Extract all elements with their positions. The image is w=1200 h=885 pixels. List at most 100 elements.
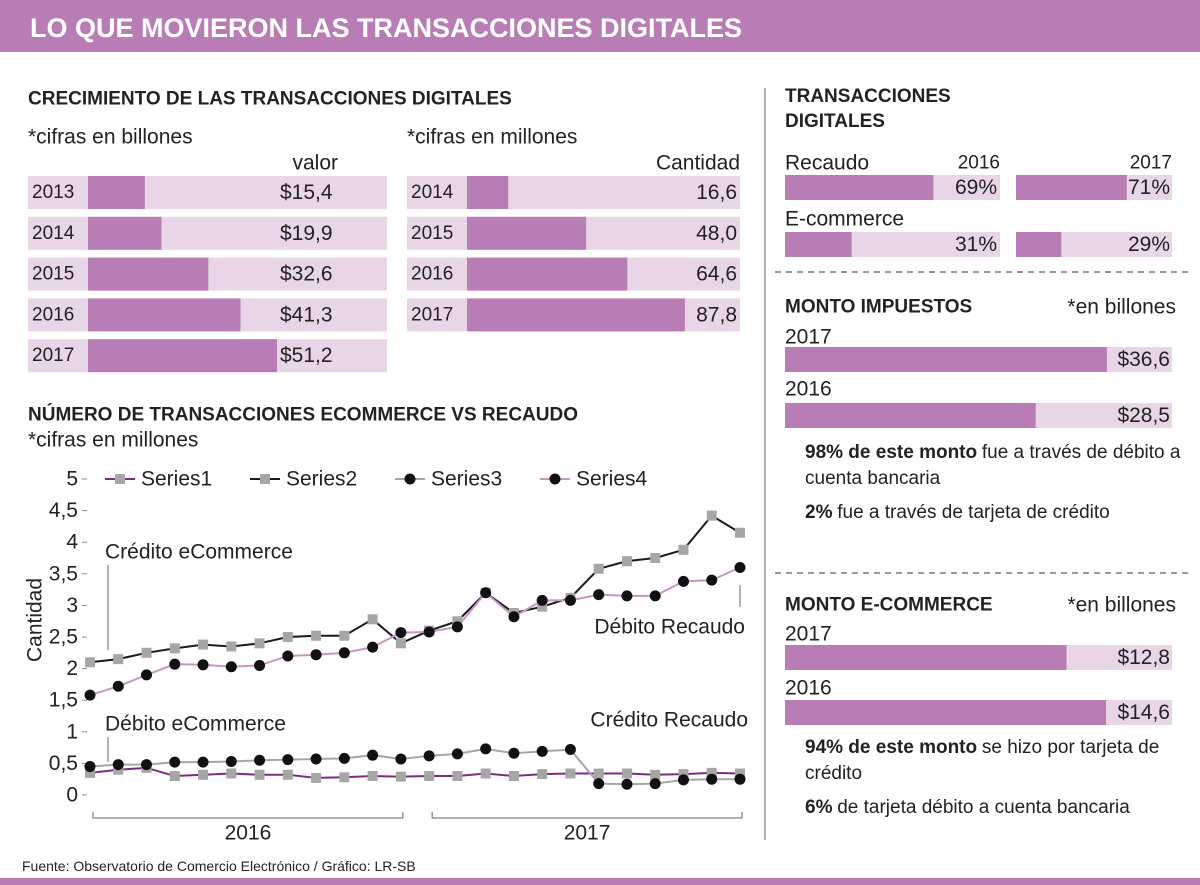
data-point [593, 589, 605, 601]
category-label: 2014 [411, 182, 454, 203]
bar [1016, 232, 1062, 257]
note: 6% de tarjeta débito a cuenta bancaria [805, 795, 1185, 821]
category-label: 2017 [785, 623, 832, 646]
data-point [593, 778, 605, 790]
y-tick-label: 3 [66, 594, 78, 617]
bar [467, 176, 509, 209]
data-point [452, 771, 463, 782]
category-label: 2017 [411, 304, 453, 325]
series-line [89, 766, 741, 779]
data-point [593, 563, 604, 574]
data-point [649, 778, 661, 790]
data-point [367, 614, 378, 625]
page-title: LO QUE MOVIERON LAS TRANSACCIONES DIGITA… [30, 13, 742, 43]
value-label: $32,6 [280, 263, 333, 286]
footer-band [0, 878, 1200, 885]
value-label: 64,6 [696, 263, 737, 286]
y-tick-label: 1 [66, 720, 78, 743]
data-point [169, 658, 181, 670]
category-label: 2015 [411, 223, 453, 244]
bar [467, 257, 628, 291]
data-point [451, 621, 463, 633]
data-point [85, 657, 95, 668]
y-axis-label: Cantidad [24, 578, 47, 662]
data-point [112, 680, 124, 692]
category-label: 2016 [785, 378, 832, 401]
bar [88, 257, 209, 291]
bar [88, 298, 241, 332]
y-tick-label: 3,5 [49, 562, 78, 585]
value-label: $51,2 [280, 344, 333, 367]
bar [467, 216, 587, 250]
data-point [508, 611, 520, 623]
data-point [621, 778, 633, 790]
note-bold: 94% de este monto [805, 737, 978, 758]
bar [88, 176, 145, 209]
x-group-label: 2016 [225, 822, 272, 845]
data-point [254, 769, 265, 780]
category-label: 2016 [785, 677, 832, 700]
note: 94% de este monto se hizo por tarjeta de … [805, 735, 1185, 787]
data-point [649, 590, 661, 602]
data-point [310, 649, 322, 661]
data-point [678, 769, 689, 780]
category-label: 2013 [32, 182, 74, 203]
legend-marker [115, 474, 125, 484]
data-point [141, 759, 153, 771]
data-point [84, 761, 96, 773]
group-bracket [92, 812, 404, 819]
note: 98% de este monto fue a través de débito … [805, 440, 1185, 492]
data-point [508, 771, 519, 782]
data-point [735, 768, 745, 779]
data-point [169, 643, 180, 654]
data-point [367, 749, 379, 761]
bar [785, 403, 1036, 428]
data-point [395, 753, 407, 765]
data-point [254, 659, 266, 671]
chart-subtitle: *en billones [1067, 296, 1176, 319]
value-label: $28,5 [1117, 404, 1170, 427]
data-point [536, 745, 548, 757]
chart-subtitle: *cifras en billones [28, 126, 193, 149]
note: 2% fue a través de tarjeta de crédito [805, 500, 1185, 526]
data-point [677, 575, 689, 587]
data-point [650, 553, 661, 563]
bar [785, 645, 1067, 670]
data-point [225, 756, 237, 768]
data-point [536, 594, 548, 606]
source: Fuente: Observatorio de Comercio Electró… [22, 858, 416, 874]
annotation: Crédito Recaudo [590, 709, 748, 732]
y-tick-label: 5 [66, 468, 78, 491]
data-point [537, 601, 548, 612]
bar [785, 175, 934, 200]
chart-title: TRANSACCIONES DIGITALES [785, 86, 951, 132]
y-tick-label: 2 [66, 657, 78, 680]
bar-track [28, 216, 387, 250]
legend-marker [404, 473, 416, 485]
note-text: de tarjeta débito a cuenta bancaria [837, 797, 1130, 818]
data-point [423, 750, 435, 762]
data-point [706, 767, 717, 778]
data-point [367, 641, 379, 653]
value-label: 29% [1128, 233, 1170, 256]
chart-title: NÚMERO DE TRANSACCIONES ECOMMERCE VS REC… [28, 404, 578, 426]
data-point [282, 632, 293, 642]
data-point [282, 754, 294, 766]
chart-subtitle: *cifras en millones [28, 429, 198, 452]
value-label: 48,0 [696, 222, 737, 245]
data-point [254, 638, 265, 649]
y-tick-label: 1,5 [49, 689, 78, 712]
legend-label: Series3 [431, 468, 502, 491]
bar [467, 298, 685, 332]
data-point [339, 772, 350, 783]
annotation: Crédito eCommerce [105, 541, 293, 564]
data-point [480, 768, 491, 779]
series-label: 2017 [1130, 153, 1172, 174]
data-point [706, 574, 718, 586]
y-tick-label: 4,5 [49, 499, 78, 522]
data-point [621, 768, 632, 779]
data-point [225, 661, 237, 673]
series-line [89, 514, 741, 664]
data-point [621, 590, 633, 602]
